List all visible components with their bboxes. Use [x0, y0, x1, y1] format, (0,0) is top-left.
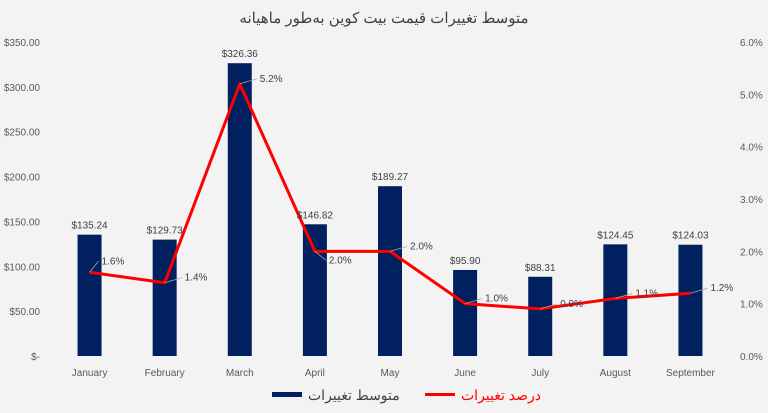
leader-line — [540, 303, 558, 310]
x-tick: August — [600, 368, 631, 379]
y-left-tick: $100.00 — [4, 262, 41, 273]
x-tick: April — [305, 368, 325, 379]
legend-label-bars: متوسط تغییرات — [308, 387, 400, 404]
bar — [378, 186, 402, 356]
line-value-label: 1.6% — [102, 256, 125, 267]
line-value-label: 2.0% — [329, 255, 352, 266]
y-left-tick: $200.00 — [4, 173, 41, 184]
bar-value-label: $189.27 — [372, 172, 409, 183]
legend-swatch-line — [425, 393, 455, 396]
line-value-label: 1.1% — [635, 288, 658, 299]
y-left-tick: $350.00 — [4, 38, 41, 49]
bar — [227, 63, 252, 356]
y-right-tick: 5.0% — [740, 90, 763, 101]
bar-value-label: $124.03 — [672, 231, 709, 242]
x-tick: February — [145, 368, 185, 379]
legend-label-line: درصد تغییرات — [461, 387, 541, 404]
line-value-label: 2.0% — [410, 241, 433, 252]
y-right-tick: 6.0% — [740, 38, 763, 49]
bar — [453, 269, 478, 356]
y-right-tick: 0.0% — [740, 352, 763, 363]
bar-value-label: $146.82 — [297, 210, 334, 221]
y-left-tick: $250.00 — [4, 128, 41, 139]
y-right-tick: 2.0% — [740, 247, 763, 258]
x-tick: June — [454, 368, 476, 379]
leader-line — [164, 277, 182, 284]
bar-value-label: $135.24 — [71, 221, 108, 232]
x-tick: July — [531, 368, 549, 379]
bar-value-label: $124.45 — [597, 230, 634, 241]
bar-value-label: $95.90 — [450, 256, 481, 267]
line-value-label: 1.4% — [185, 273, 208, 284]
bar — [302, 224, 327, 356]
bar — [77, 234, 102, 356]
leader-line — [239, 78, 257, 85]
y-right-tick: 4.0% — [740, 143, 763, 154]
bar-value-label: $88.31 — [525, 263, 556, 274]
leader-line — [615, 293, 633, 299]
leader-line — [690, 287, 708, 294]
bar — [528, 276, 553, 356]
x-tick: January — [72, 368, 108, 379]
bar — [678, 244, 703, 356]
leader-line — [89, 261, 99, 273]
y-left-tick: $- — [31, 352, 40, 363]
x-tick: May — [381, 368, 400, 379]
y-left-tick: $300.00 — [4, 83, 41, 94]
legend-swatch-bars — [272, 392, 302, 397]
y-left-tick: $50.00 — [9, 307, 40, 318]
line-value-label: 1.0% — [485, 294, 508, 305]
legend: متوسط تغییرات درصد تغییرات — [272, 387, 541, 404]
line-value-label: 1.2% — [710, 283, 733, 294]
bar-value-label: $129.73 — [147, 226, 184, 237]
leader-line — [389, 245, 408, 252]
bar-value-label: $326.36 — [222, 49, 259, 60]
leader-line — [464, 298, 483, 305]
y-right-tick: 1.0% — [740, 300, 763, 311]
x-tick: September — [666, 368, 716, 379]
x-tick: March — [226, 368, 254, 379]
y-right-tick: 3.0% — [740, 195, 763, 206]
chart-title: متوسط تغییرات قیمت بیت کوین به‌طور ماهیا… — [239, 10, 528, 27]
line-value-label: 0.9% — [560, 299, 583, 310]
leader-line — [314, 251, 327, 261]
y-left-tick: $150.00 — [4, 217, 41, 228]
line-value-label: 5.2% — [260, 74, 283, 85]
